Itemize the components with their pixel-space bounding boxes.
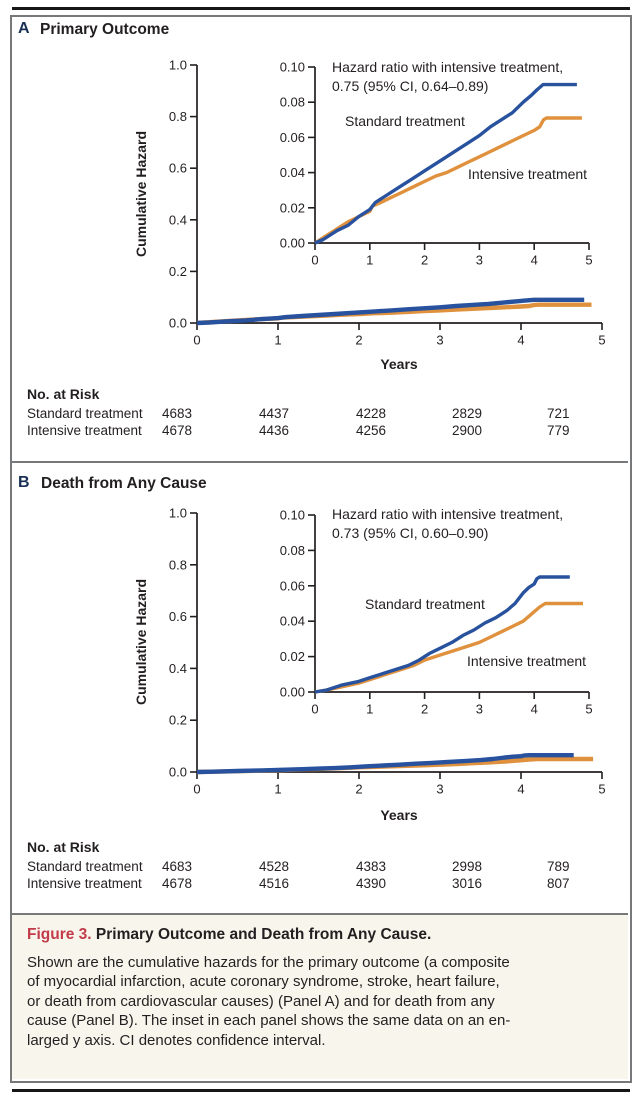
- risk-value: 3016: [452, 876, 483, 891]
- panel-a-title: Primary Outcome: [40, 21, 170, 38]
- panel-b-hazard-ratio-annotation-line2: 0.73 (95% CI, 0.60–0.90): [332, 525, 489, 541]
- panel-a-standard-treatment-label: Standard treatment: [345, 113, 465, 129]
- risk-value: 4437: [259, 406, 290, 421]
- risk-value: 4683: [162, 859, 193, 874]
- caption-body-line: larged y axis. CI denotes confidence int…: [27, 1032, 326, 1049]
- risk-value: 779: [547, 423, 570, 438]
- risk-value: 4383: [356, 859, 387, 874]
- caption-background: [12, 915, 628, 1079]
- panel-a-risk-row-label: Intensive treatment: [27, 423, 142, 438]
- panel-b-intensive-treatment-label: Intensive treatment: [467, 653, 587, 669]
- risk-value: 2998: [452, 859, 483, 874]
- figure-frame: [10, 15, 632, 1083]
- risk-value: 807: [547, 876, 570, 891]
- risk-value: 4256: [356, 423, 387, 438]
- panel-b-standard-treatment-label: Standard treatment: [365, 596, 485, 612]
- panel-a-risk-row-label: Standard treatment: [27, 406, 143, 421]
- risk-value: 4228: [356, 406, 387, 421]
- risk-value: 4678: [162, 423, 193, 438]
- risk-value: 4683: [162, 406, 193, 421]
- risk-value: 721: [547, 406, 570, 421]
- panel-b-risk-row-label: Standard treatment: [27, 859, 143, 874]
- caption-title-text: Primary Outcome and Death from Any Cause…: [95, 926, 432, 943]
- caption-body-line: cause (Panel B). The inset in each panel…: [27, 1012, 511, 1029]
- caption-body-line: of myocardial infarction, acute coronary…: [27, 973, 500, 990]
- caption-body-line: or death from cardiovascular causes) (Pa…: [27, 993, 495, 1010]
- bottom-rule: [12, 1089, 630, 1092]
- panel-a-hazard-ratio-annotation-line2: 0.75 (95% CI, 0.64–0.89): [332, 78, 489, 94]
- risk-value: 4678: [162, 876, 193, 891]
- risk-value: 4436: [259, 423, 290, 438]
- caption-body-line: Shown are the cumulative hazards for the…: [27, 954, 510, 971]
- risk-value: 4390: [356, 876, 387, 891]
- panel-divider-a-b: [12, 461, 628, 463]
- panel-a-intensive-treatment-label: Intensive treatment: [468, 166, 588, 182]
- panel-a-letter: A: [18, 20, 30, 37]
- panel-a-hazard-ratio-annotation-line1: Hazard ratio with intensive treatment,: [332, 59, 564, 75]
- risk-value: 4528: [259, 859, 290, 874]
- caption-figure-label: Figure 3.: [27, 926, 92, 943]
- panel-a-x-axis-label: Years: [380, 356, 418, 372]
- risk-value: 2900: [452, 423, 483, 438]
- panel-b-y-axis-label: Cumulative Hazard: [133, 578, 149, 706]
- panel-b-hazard-ratio-annotation-line1: Hazard ratio with intensive treatment,: [332, 506, 564, 522]
- risk-value: 4516: [259, 876, 290, 891]
- top-rule: [12, 7, 630, 10]
- risk-value: 2829: [452, 406, 483, 421]
- risk-value: 789: [547, 859, 570, 874]
- caption-title: Figure 3. Primary Outcome and Death from…: [27, 926, 431, 944]
- panel-a-risk-table-header: No. at Risk: [27, 386, 100, 402]
- panel-a-y-axis-label: Cumulative Hazard: [133, 130, 149, 258]
- panel-b-risk-row-label: Intensive treatment: [27, 876, 142, 891]
- panel-b-x-axis-label: Years: [380, 807, 418, 823]
- panel-divider-b-caption: [12, 913, 628, 915]
- panel-b-risk-table-header: No. at Risk: [27, 839, 100, 855]
- panel-b-letter: B: [18, 474, 30, 491]
- panel-b-title: Death from Any Cause: [41, 475, 207, 492]
